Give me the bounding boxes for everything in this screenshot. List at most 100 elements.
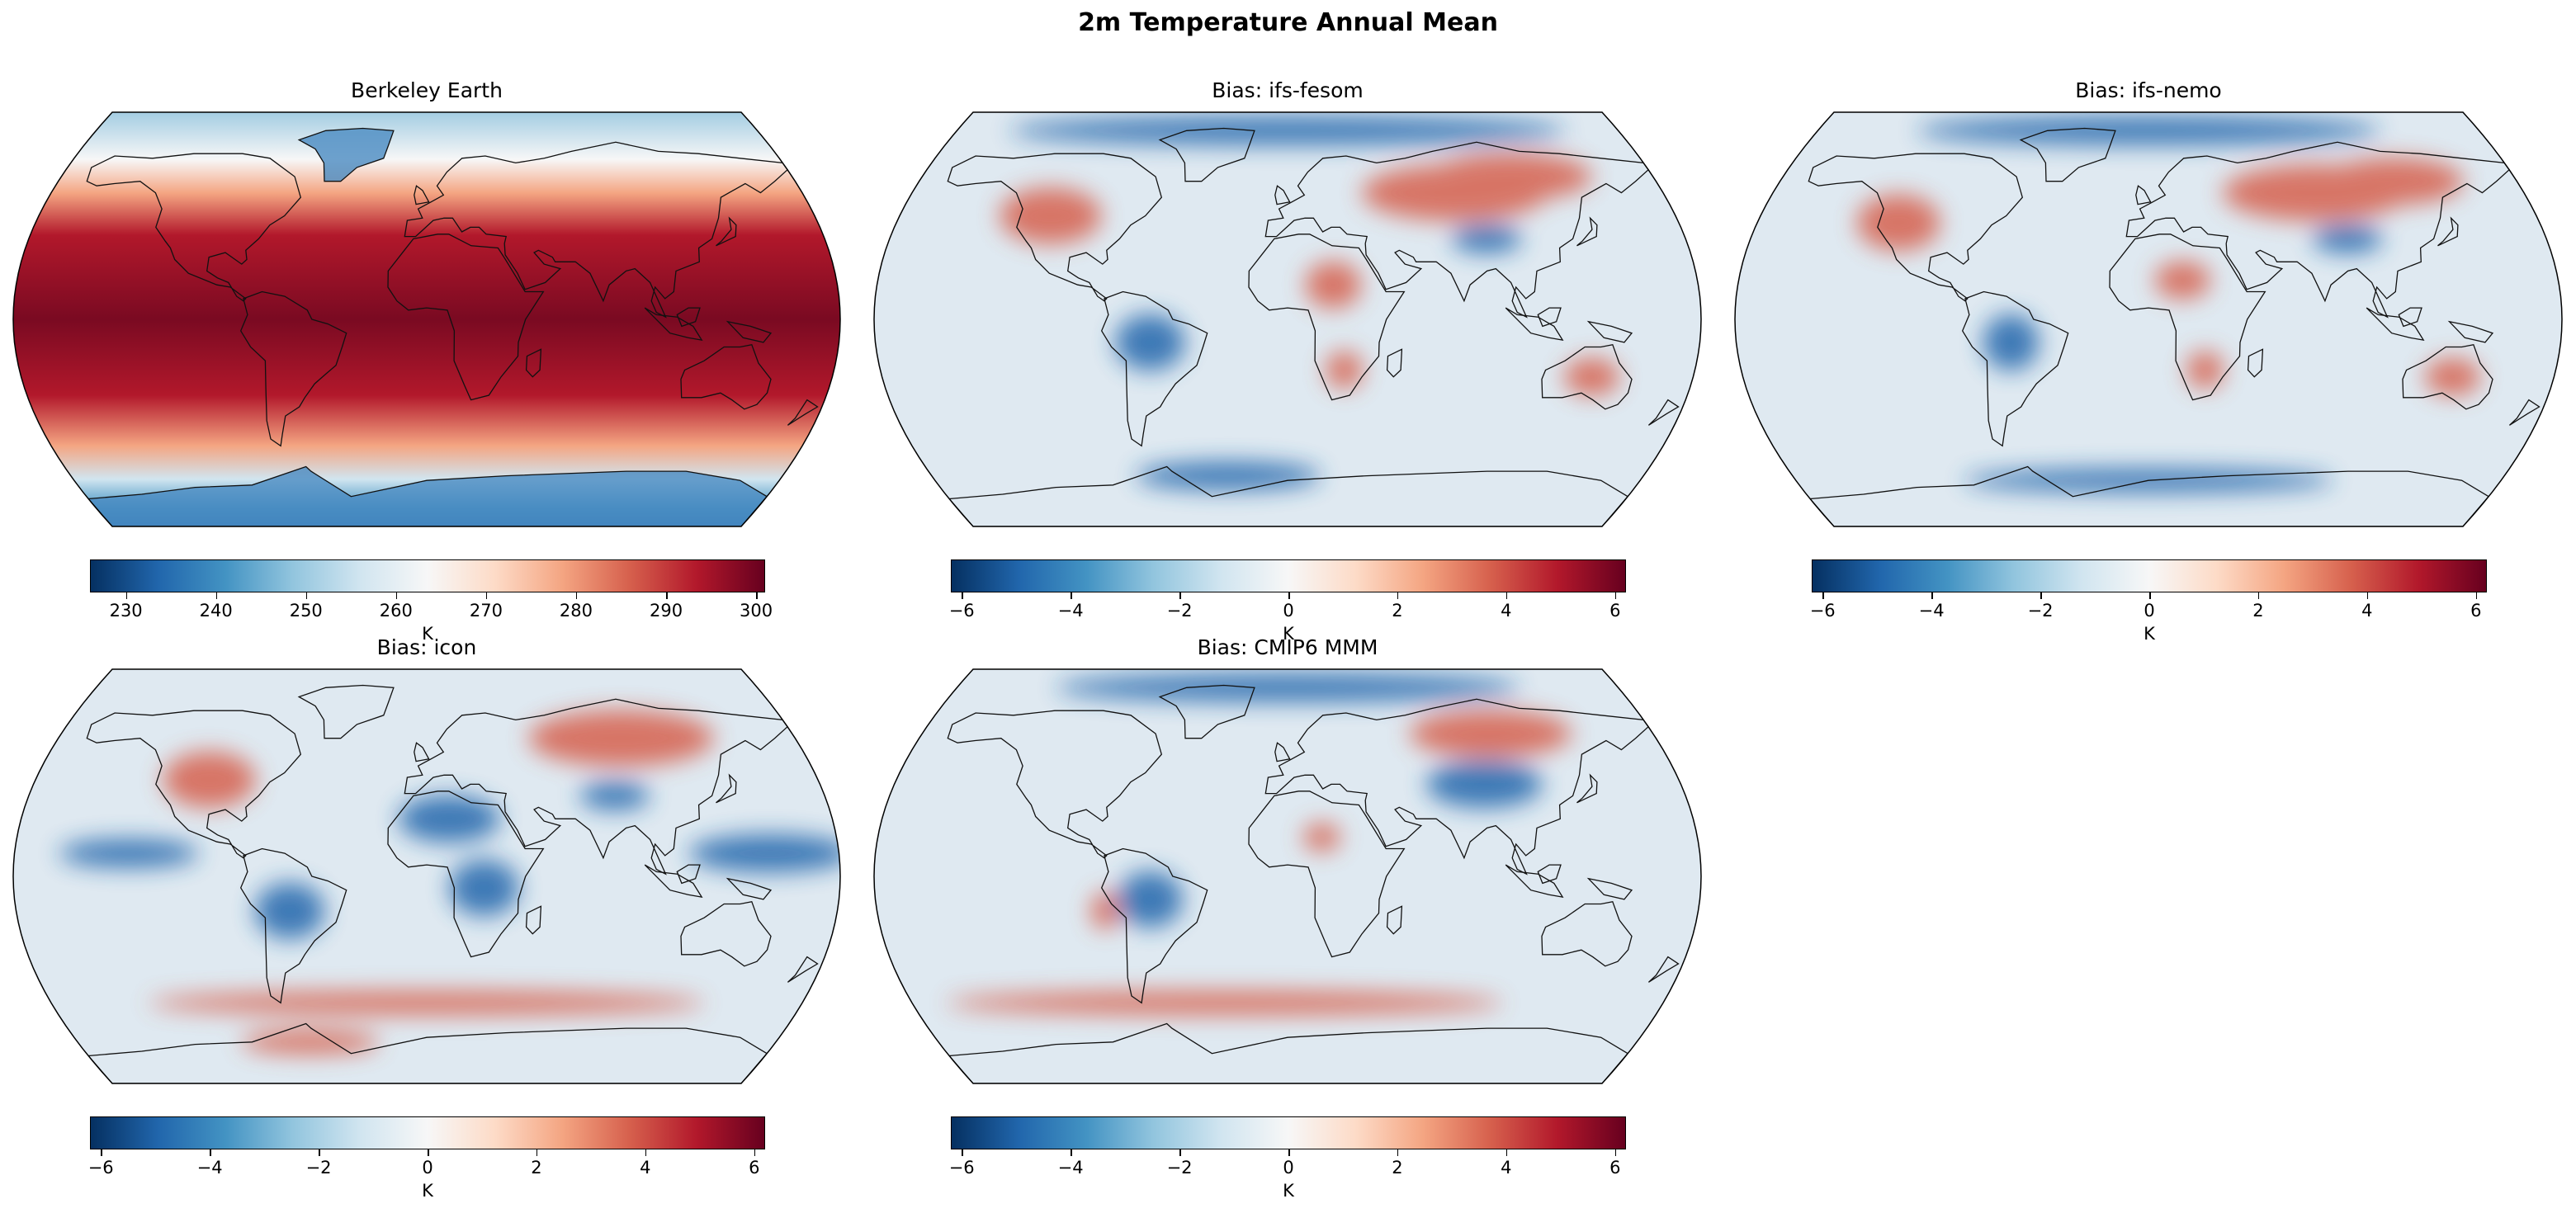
coastline-south-america: [1100, 290, 1208, 447]
colorbar-label: K: [1283, 624, 1294, 644]
coastline-uk: [1274, 185, 1291, 205]
coastline-uk: [414, 185, 430, 205]
colorbar-label: K: [2144, 624, 2155, 644]
colorbar-tick: [962, 1149, 963, 1156]
coastline-madagascar: [525, 348, 542, 378]
colorbar-tick: [645, 1149, 647, 1156]
coastline-madagascar: [1386, 348, 1403, 378]
coastline-africa: [1248, 791, 1406, 958]
coastline-indonesia: [2366, 307, 2425, 341]
colorbar-tick: [962, 592, 963, 599]
coastline-australia: [1541, 900, 1633, 967]
colorbar-tick-label: −4: [196, 1158, 223, 1178]
coastline-japan: [1576, 216, 1598, 247]
colorbar-tick: [666, 592, 668, 599]
colorbar-tick-label: −4: [1918, 601, 1945, 621]
colorbar-tick-label: 2: [1392, 601, 1403, 621]
colorbar-tick-label: 0: [1283, 601, 1294, 621]
map-panel: Bias: icon −6 −4 −2 0 2 4 6 K: [10, 635, 844, 1201]
colorbar-tick-label: 2: [2252, 601, 2264, 621]
coastline-eurasia: [2125, 141, 2510, 319]
colorbar-tick-label: −2: [2027, 601, 2054, 621]
colorbar-tick: [1071, 592, 1072, 599]
robinson-map: [12, 111, 841, 527]
colorbar-tick-label: −2: [1166, 601, 1193, 621]
colorbar-tick: [1614, 1149, 1617, 1156]
coastlines: [947, 684, 1680, 1083]
robinson-map: [873, 111, 1702, 527]
colorbar-tick-label: 4: [1501, 601, 1512, 621]
coastline-south-america: [1961, 290, 2069, 447]
colorbar-gradient: [951, 1116, 1626, 1149]
panel-title: Berkeley Earth: [351, 78, 503, 102]
map-panel: Bias: ifs-nemo −6 −4 −2 0 2 4 6 K: [1732, 78, 2565, 644]
coastline-africa: [1248, 234, 1406, 401]
colorbar-tick: [1179, 592, 1181, 599]
figure-title: 2m Temperature Annual Mean: [1078, 8, 1498, 37]
colorbar-tick: [1071, 1149, 1072, 1156]
coastline-new-guinea: [726, 320, 773, 343]
coastline-madagascar: [2247, 348, 2264, 378]
colorbar-tick-label: −4: [1057, 601, 1084, 621]
colorbar: −6 −4 −2 0 2 4 6 K: [1810, 559, 2487, 650]
colorbar-tick: [101, 1149, 102, 1156]
colorbar-tick: [215, 592, 218, 599]
colorbar-tick-label: 240: [199, 601, 233, 621]
coastline-eurasia: [1264, 698, 1649, 876]
coastline-borneo: [1537, 307, 1562, 328]
colorbar-tick: [1288, 1149, 1290, 1156]
colorbar-tick: [125, 592, 128, 599]
colorbar-tick-label: −6: [948, 1158, 975, 1178]
coastline-new-zealand: [787, 956, 819, 983]
robinson-map: [12, 668, 841, 1084]
map-frame: [12, 668, 841, 1084]
coastline-new-guinea: [726, 877, 773, 900]
coastline-south-america: [239, 847, 347, 1004]
coastline-new-guinea: [2447, 320, 2494, 343]
coastline-greenland: [297, 127, 395, 182]
coastline-japan: [716, 773, 737, 804]
colorbar-tick: [1179, 1149, 1181, 1156]
colorbar-tick-label: 230: [109, 601, 143, 621]
colorbar-tick-label: 280: [559, 601, 593, 621]
coastline-madagascar: [1386, 905, 1403, 935]
coastline-australia: [2402, 343, 2493, 410]
colorbar-tick-label: 0: [2144, 601, 2155, 621]
colorbar-tick-label: −6: [948, 601, 975, 621]
colorbar-tick-label: 270: [469, 601, 503, 621]
coastlines: [86, 127, 819, 526]
colorbar-tick-label: 290: [649, 601, 683, 621]
colorbar-tick: [756, 592, 758, 599]
coastline-north-america: [86, 153, 302, 302]
colorbar-tick: [1397, 592, 1399, 599]
map-frame: [873, 111, 1702, 527]
coastline-africa: [387, 234, 545, 401]
colorbar-label: K: [422, 624, 433, 644]
colorbar-tick: [485, 592, 488, 599]
colorbar-tick-label: 6: [1609, 601, 1621, 621]
coastline-africa: [2109, 234, 2266, 401]
colorbar-tick: [536, 1149, 538, 1156]
coastline-south-america: [239, 290, 347, 447]
colorbar-tick-label: 0: [1283, 1158, 1294, 1178]
coastline-north-america: [947, 153, 1163, 302]
coastline-new-zealand: [2508, 399, 2541, 426]
panel-title: Bias: ifs-fesom: [1212, 78, 1364, 102]
coastline-eurasia: [404, 698, 788, 876]
coastline-new-zealand: [1647, 399, 1680, 426]
coastline-borneo: [2398, 307, 2422, 328]
coastline-indonesia: [644, 864, 703, 898]
colorbar-tick: [2366, 592, 2369, 599]
coastline-japan: [716, 216, 737, 247]
map-panel: Berkeley Earth 230 240 250 260 270 280 290 300 K: [10, 78, 844, 644]
colorbar-tick-label: 2: [1392, 1158, 1403, 1178]
coastline-new-guinea: [1586, 877, 1633, 900]
coastline-indonesia: [1505, 307, 1564, 341]
colorbar: −6 −4 −2 0 2 4 6 K: [948, 559, 1626, 650]
coastline-uk: [2135, 185, 2152, 205]
colorbar-tick: [754, 1149, 756, 1156]
colorbar: 230 240 250 260 270 280 290 300 K: [90, 559, 773, 650]
coastline-australia: [680, 900, 772, 967]
colorbar-tick-label: 250: [289, 601, 323, 621]
colorbar-tick-label: −6: [87, 1158, 114, 1178]
